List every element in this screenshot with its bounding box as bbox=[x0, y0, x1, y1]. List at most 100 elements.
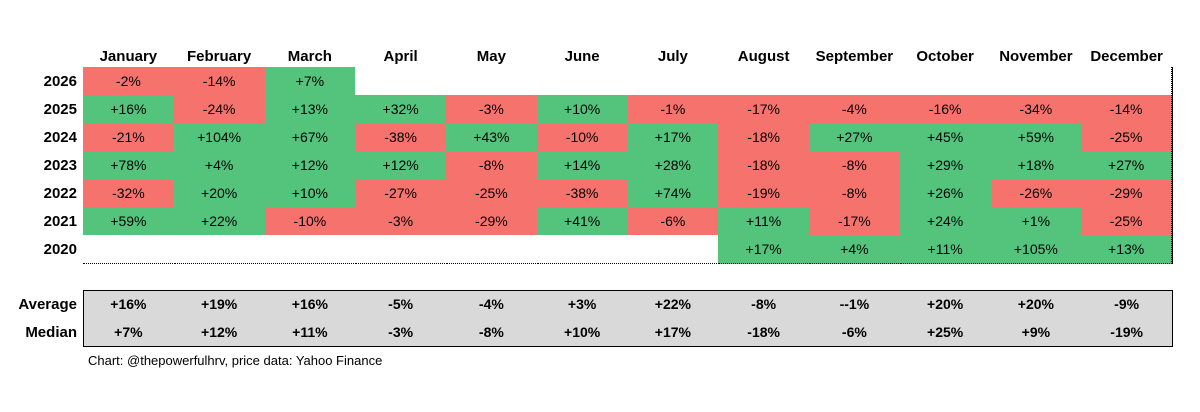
month-header: December bbox=[1090, 47, 1163, 65]
return-cell: +74% bbox=[627, 179, 720, 208]
summary-cell: -9% bbox=[1114, 296, 1140, 312]
summary-cell: +16% bbox=[110, 296, 147, 312]
return-cell: -1% bbox=[627, 95, 720, 124]
month-header: November bbox=[999, 47, 1073, 65]
return-cell: +28% bbox=[627, 151, 720, 180]
return-cell: -16% bbox=[899, 95, 992, 124]
summary-cell: -6% bbox=[841, 324, 867, 340]
return-cell bbox=[899, 67, 992, 96]
return-cell: -8% bbox=[809, 151, 901, 180]
return-cell: +41% bbox=[536, 207, 629, 236]
return-cell bbox=[809, 67, 901, 96]
return-cell: -21% bbox=[83, 123, 175, 152]
return-cell: -38% bbox=[536, 179, 629, 208]
summary-cell: +12% bbox=[201, 324, 238, 340]
summary-cell: -3% bbox=[388, 324, 414, 340]
return-cell: +45% bbox=[899, 123, 992, 152]
return-cell bbox=[173, 235, 266, 264]
summary-cell: -4% bbox=[478, 296, 504, 312]
summary-cell: +17% bbox=[654, 324, 691, 340]
return-cell: +29% bbox=[899, 151, 992, 180]
summary-cell: +22% bbox=[654, 296, 691, 312]
return-cell: -10% bbox=[264, 207, 357, 236]
return-cell: -27% bbox=[355, 179, 447, 208]
return-cell: -25% bbox=[1081, 207, 1172, 236]
return-cell: +24% bbox=[899, 207, 992, 236]
summary-cell: -18% bbox=[747, 324, 780, 340]
summary-cell: +19% bbox=[201, 296, 238, 312]
summary-label: Average bbox=[18, 295, 77, 313]
return-cell: -34% bbox=[990, 95, 1083, 124]
return-cell: +1% bbox=[990, 207, 1083, 236]
year-label: 2026 bbox=[43, 72, 77, 90]
return-cell bbox=[536, 67, 629, 96]
return-cell: -18% bbox=[718, 123, 810, 152]
return-cell: +20% bbox=[173, 179, 266, 208]
return-cell: +10% bbox=[264, 179, 357, 208]
return-cell bbox=[627, 235, 720, 264]
year-label: 2022 bbox=[43, 184, 77, 202]
return-cell: -29% bbox=[1081, 179, 1172, 208]
month-header: July bbox=[657, 47, 688, 65]
return-cell: -29% bbox=[446, 207, 538, 236]
return-cell: -6% bbox=[627, 207, 720, 236]
month-header: February bbox=[187, 47, 252, 65]
return-cell bbox=[718, 67, 810, 96]
return-cell: +105% bbox=[990, 235, 1083, 264]
return-cell bbox=[264, 235, 357, 264]
return-cell: +27% bbox=[1081, 151, 1172, 180]
summary-cell: +10% bbox=[564, 324, 601, 340]
summary-cell: +25% bbox=[927, 324, 964, 340]
summary-cell: -8% bbox=[478, 324, 504, 340]
return-cell: -25% bbox=[446, 179, 538, 208]
return-cell bbox=[1081, 67, 1172, 96]
return-cell: -17% bbox=[718, 95, 810, 124]
return-cell bbox=[446, 67, 538, 96]
return-cell: +67% bbox=[264, 123, 357, 152]
return-cell: +27% bbox=[809, 123, 901, 152]
month-header: January bbox=[99, 47, 158, 65]
return-cell: +10% bbox=[536, 95, 629, 124]
return-cell: -8% bbox=[809, 179, 901, 208]
return-cell bbox=[355, 67, 447, 96]
return-cell: +22% bbox=[173, 207, 266, 236]
summary-cell: +20% bbox=[927, 296, 964, 312]
return-cell: +4% bbox=[809, 235, 901, 264]
summary-cell: +7% bbox=[114, 324, 143, 340]
return-cell: +32% bbox=[355, 95, 447, 124]
month-header: April bbox=[383, 47, 418, 65]
return-cell: +4% bbox=[173, 151, 266, 180]
return-cell: +26% bbox=[899, 179, 992, 208]
return-cell bbox=[536, 235, 629, 264]
return-cell: +78% bbox=[83, 151, 175, 180]
return-cell: -24% bbox=[173, 95, 266, 124]
return-cell bbox=[627, 67, 720, 96]
month-header: March bbox=[287, 47, 332, 65]
return-cell: +13% bbox=[264, 95, 357, 124]
year-label: 2025 bbox=[43, 100, 77, 118]
year-label: 2024 bbox=[43, 128, 77, 146]
summary-cell: -19% bbox=[1110, 324, 1143, 340]
return-cell: +59% bbox=[990, 123, 1083, 152]
return-cell bbox=[990, 67, 1083, 96]
return-cell: +11% bbox=[718, 207, 810, 236]
return-cell: -8% bbox=[446, 151, 538, 180]
month-header: September bbox=[815, 47, 894, 65]
month-header: August bbox=[737, 47, 790, 65]
year-label: 2020 bbox=[43, 240, 77, 258]
return-cell: +43% bbox=[446, 123, 538, 152]
return-cell: -4% bbox=[809, 95, 901, 124]
return-cell: +104% bbox=[173, 123, 266, 152]
month-header: October bbox=[916, 47, 974, 65]
return-cell: -3% bbox=[355, 207, 447, 236]
return-cell: +59% bbox=[83, 207, 175, 236]
return-cell: -25% bbox=[1081, 123, 1172, 152]
month-header: May bbox=[476, 47, 506, 65]
summary-cell: +11% bbox=[292, 324, 328, 340]
return-cell bbox=[83, 235, 175, 264]
year-label: 2021 bbox=[43, 212, 77, 230]
return-cell: +14% bbox=[536, 151, 629, 180]
summary-cell: +9% bbox=[1021, 324, 1051, 340]
summary-cell: +16% bbox=[291, 296, 328, 312]
summary-cell: -8% bbox=[751, 296, 777, 312]
